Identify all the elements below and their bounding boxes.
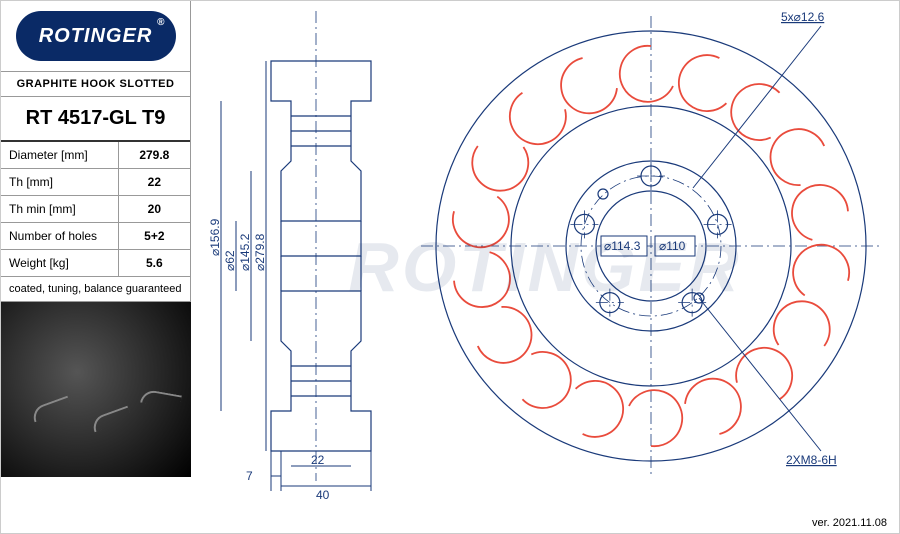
- bolt-hole-dia: ⌀110: [659, 239, 686, 253]
- bolt-circle-dia: ⌀114.3: [604, 239, 641, 253]
- spec-row: Weight [kg]5.6: [1, 250, 190, 277]
- spec-label: Diameter [mm]: [1, 142, 118, 169]
- brand-logo: ROTINGER®: [16, 11, 176, 61]
- callout-bottom: 2XM8-6H: [786, 453, 837, 467]
- spec-table: Diameter [mm]279.8Th [mm]22Th min [mm]20…: [1, 142, 190, 277]
- spec-row: Number of holes5+2: [1, 223, 190, 250]
- spec-value: 20: [118, 196, 190, 223]
- product-subtitle: GRAPHITE HOOK SLOTTED: [1, 72, 190, 97]
- spec-row: Th [mm]22: [1, 169, 190, 196]
- side-view: ⌀156.9 ⌀62 ⌀145.2 ⌀279.8 7 22 40: [208, 11, 371, 502]
- hook-slot: [788, 181, 852, 243]
- spec-row: Diameter [mm]279.8: [1, 142, 190, 169]
- spec-value: 5.6: [118, 250, 190, 277]
- hook-slot: [671, 47, 740, 118]
- hook-slot: [620, 46, 673, 102]
- hook-slot: [562, 374, 631, 445]
- hook-slot: [505, 342, 582, 419]
- dim-d3: ⌀145.2: [238, 233, 252, 271]
- spec-value: 5+2: [118, 223, 190, 250]
- spec-label: Th [mm]: [1, 169, 118, 196]
- spec-label: Number of holes: [1, 223, 118, 250]
- hook-slot: [467, 299, 542, 373]
- hook-slot: [462, 127, 537, 201]
- hook-slot: [448, 190, 512, 252]
- hook-slot: [760, 119, 835, 193]
- hook-slot: [680, 371, 749, 442]
- brand-name: ROTINGER: [39, 25, 153, 48]
- dim-d1: ⌀156.9: [208, 218, 222, 256]
- dim-d4: ⌀279.8: [253, 233, 267, 271]
- hook-slot: [629, 390, 682, 446]
- spec-value: 22: [118, 169, 190, 196]
- spec-label: Weight [kg]: [1, 250, 118, 277]
- spec-row: Th min [mm]20: [1, 196, 190, 223]
- hook-slot: [765, 291, 840, 365]
- logo-box: ROTINGER®: [1, 1, 190, 72]
- hook-slot: [789, 240, 853, 302]
- dim-h1: 7: [246, 469, 253, 483]
- version-label: ver. 2021.11.08: [812, 517, 887, 529]
- spec-label: Th min [mm]: [1, 196, 118, 223]
- callout-top: 5x⌀12.6: [781, 10, 825, 24]
- drawing-svg: ⌀156.9 ⌀62 ⌀145.2 ⌀279.8 7 22 40: [191, 1, 900, 521]
- spec-value: 279.8: [118, 142, 190, 169]
- notes: coated, tuning, balance guaranteed: [1, 277, 190, 302]
- product-thumbnail: [1, 302, 191, 477]
- dim-h3: 40: [316, 488, 330, 502]
- hook-slot: [553, 50, 622, 121]
- part-number: RT 4517-GL T9: [1, 97, 190, 142]
- hook-slot: [498, 79, 575, 156]
- spec-panel: ROTINGER® GRAPHITE HOOK SLOTTED RT 4517-…: [1, 1, 191, 477]
- front-view: ⌀114.3 ⌀110 5x⌀12.6 2XM8-6H: [421, 10, 881, 476]
- technical-drawing: ROTINGER: [191, 1, 899, 533]
- dim-h2: 22: [311, 453, 325, 467]
- dim-d2: ⌀62: [223, 250, 237, 271]
- hook-slot: [450, 249, 514, 311]
- hook-slot: [720, 73, 797, 150]
